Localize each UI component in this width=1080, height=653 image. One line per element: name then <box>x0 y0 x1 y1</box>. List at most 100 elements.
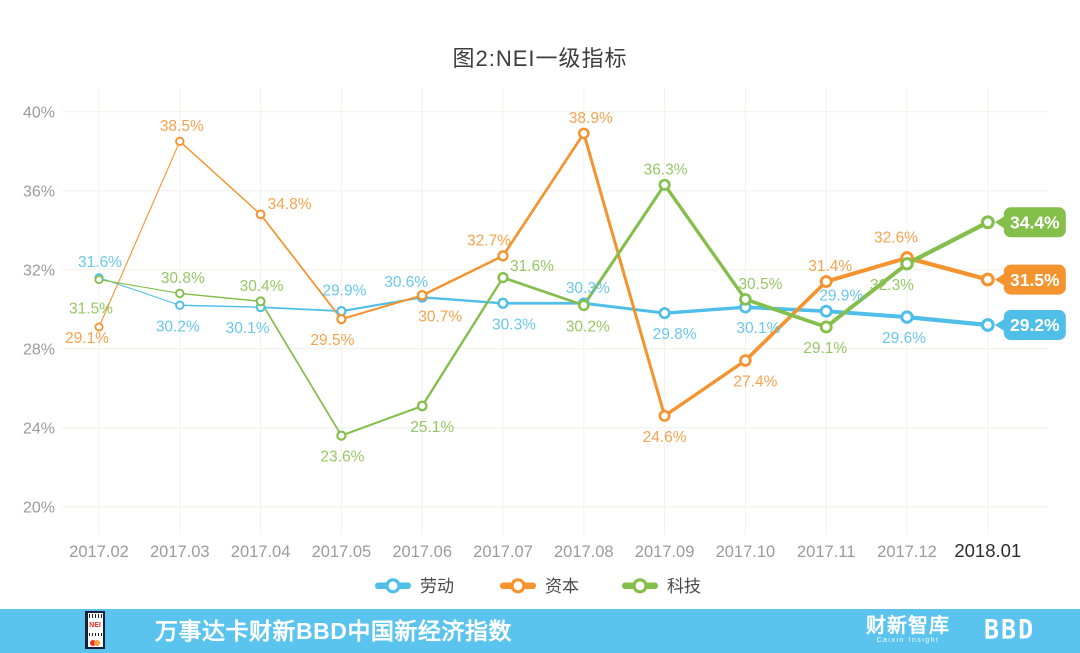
data-point-labor-2017.12[interactable] <box>900 310 914 324</box>
data-label-capital-2017.05: 29.5% <box>310 332 354 349</box>
legend-item-capital[interactable]: 资本 <box>500 577 579 596</box>
nei-line-chart: 40% 36% 32% 28% 24% 20% 2017.02 2017.03 2017.04 2… <box>23 88 1066 596</box>
data-label-tech-2017.07: 31.6% <box>510 258 554 275</box>
data-point-tech-2017.06[interactable] <box>416 400 428 412</box>
series-line-capital <box>340 294 424 321</box>
footer-banner-title: 万事达卡财新BBD中国新经济指数 <box>155 618 512 644</box>
data-point-capital-2017.05[interactable] <box>336 313 347 325</box>
data-point-capital-2017.03[interactable] <box>175 136 185 147</box>
nei-logo-inner: NEI <box>87 613 103 647</box>
data-point-tech-2018.01[interactable] <box>980 215 995 230</box>
data-point-capital-2017.06[interactable] <box>416 289 428 301</box>
legend-label-tech: 科技 <box>667 577 701 596</box>
data-label-tech-2017.03: 30.8% <box>161 270 205 287</box>
data-label-labor-2017.08: 30.3% <box>566 280 610 297</box>
data-point-labor-2018.01[interactable] <box>980 318 995 332</box>
y-tick-label: 28% <box>23 342 55 359</box>
data-label-tech-2017.06: 25.1% <box>410 419 454 436</box>
data-point-capital-2017.02[interactable] <box>94 322 104 332</box>
series-line-tech <box>824 261 909 329</box>
data-point-tech-2017.10[interactable] <box>739 293 752 306</box>
data-point-labor-2017.09[interactable] <box>658 307 671 320</box>
data-label-labor-2017.10: 30.1% <box>736 320 780 337</box>
series-line-capital <box>501 132 586 258</box>
series-line-labor <box>904 314 990 328</box>
data-label-tech-2017.12: 32.3% <box>870 277 914 294</box>
legend-marker-ring-icon <box>385 578 401 594</box>
series-line-tech <box>421 276 505 408</box>
data-label-tech-2017.09: 36.3% <box>644 161 688 178</box>
data-point-tech-2017.02[interactable] <box>94 275 104 285</box>
legend-item-tech[interactable]: 科技 <box>622 577 701 596</box>
x-tick-label-2017.10: 2017.10 <box>716 543 776 561</box>
legend-label-capital: 资本 <box>545 577 579 596</box>
data-point-capital-2017.10[interactable] <box>739 354 752 367</box>
legend-marker-ring-icon <box>632 578 648 594</box>
y-tick-label: 36% <box>23 184 55 201</box>
data-label-capital-2017.12: 32.6% <box>874 229 918 246</box>
data-label-labor-2017.05: 29.9% <box>322 283 366 300</box>
barcode-icon <box>88 633 102 636</box>
x-tick-label-2017.11: 2017.11 <box>797 543 855 561</box>
data-label-labor-2017.07: 30.3% <box>492 316 536 333</box>
data-label-capital-2017.06: 30.7% <box>418 308 462 325</box>
data-point-tech-2017.08[interactable] <box>577 299 590 312</box>
data-point-labor-2017.07[interactable] <box>497 297 509 309</box>
data-point-capital-2017.08[interactable] <box>577 127 590 140</box>
data-label-labor-2017.11: 29.9% <box>819 288 863 305</box>
data-point-capital-2017.11[interactable] <box>819 275 833 289</box>
series-line-labor <box>824 309 909 320</box>
data-point-tech-2017.07[interactable] <box>497 272 509 284</box>
series-line-capital <box>582 131 667 418</box>
data-label-tech-2017.10: 30.5% <box>738 276 782 293</box>
legend-item-labor[interactable]: 劳动 <box>375 577 454 596</box>
data-point-tech-2017.11[interactable] <box>819 320 833 334</box>
series-line-labor <box>582 301 667 315</box>
y-tick-label: 24% <box>23 421 55 438</box>
x-tick-label-2017.08: 2017.08 <box>554 543 614 561</box>
data-point-capital-2017.07[interactable] <box>497 250 509 262</box>
data-point-labor-2017.03[interactable] <box>175 300 185 310</box>
series-line-tech <box>179 292 262 303</box>
nei-logo-text: NEI <box>89 622 101 629</box>
y-tick-label: 40% <box>23 105 55 122</box>
data-point-tech-2017.12[interactable] <box>900 257 914 271</box>
data-point-tech-2017.05[interactable] <box>336 430 347 441</box>
series-line-tech <box>662 183 748 301</box>
data-label-capital-2017.09: 24.6% <box>643 429 687 446</box>
x-tick-label-2018.01: 2018.01 <box>954 540 1021 561</box>
caixin-logo-subtext: Caixin Insight <box>876 637 940 644</box>
series-line-capital <box>259 213 343 320</box>
x-tick-label-2017.12: 2017.12 <box>877 543 937 561</box>
series-line-capital <box>743 279 829 363</box>
data-label-tech-2017.05: 23.6% <box>320 449 364 466</box>
data-point-tech-2017.03[interactable] <box>175 288 185 299</box>
data-label-capital-2017.11: 31.4% <box>808 258 852 275</box>
series-line-capital <box>824 255 909 284</box>
y-tick-label: 32% <box>23 263 55 280</box>
series-line-labor <box>259 306 343 313</box>
data-point-tech-2017.09[interactable] <box>658 178 671 191</box>
series-line-tech <box>259 300 343 437</box>
data-label-tech-2017.08: 30.2% <box>566 318 610 335</box>
data-label-capital-2017.03: 38.5% <box>160 118 204 135</box>
x-tick-label-2017.03: 2017.03 <box>150 543 210 561</box>
data-point-capital-2017.04[interactable] <box>255 209 266 220</box>
series-line-capital <box>421 254 505 297</box>
series-line-tech <box>743 297 829 329</box>
data-point-tech-2017.04[interactable] <box>255 296 266 307</box>
data-point-capital-2018.01[interactable] <box>980 272 995 287</box>
series-line-tech <box>501 276 586 307</box>
data-label-labor-2017.02: 31.6% <box>78 254 122 271</box>
series-line-labor <box>662 305 748 315</box>
series-line-labor <box>179 304 262 308</box>
series-line-tech <box>582 183 667 307</box>
data-point-labor-2017.11[interactable] <box>819 304 833 318</box>
data-point-capital-2017.09[interactable] <box>658 409 671 422</box>
data-label-labor-2017.04: 30.1% <box>226 320 270 337</box>
data-label-tech-2017.04: 30.4% <box>240 278 284 295</box>
series-line-capital <box>904 255 990 282</box>
data-label-capital-2017.07: 32.7% <box>467 232 511 249</box>
data-label-labor-2017.03: 30.2% <box>156 318 200 335</box>
